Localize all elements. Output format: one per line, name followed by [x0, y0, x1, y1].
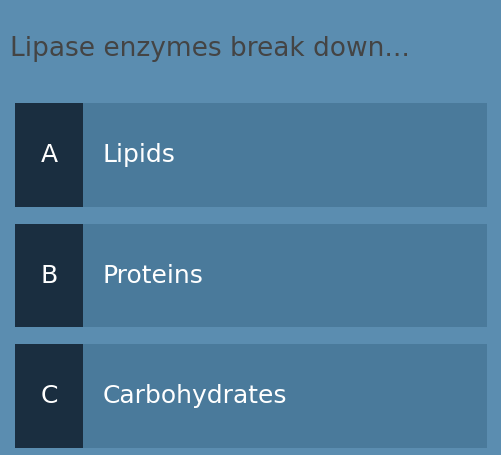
Text: Carbohydrates: Carbohydrates — [103, 384, 287, 408]
FancyBboxPatch shape — [15, 103, 486, 207]
Text: Lipids: Lipids — [103, 143, 175, 167]
FancyBboxPatch shape — [15, 224, 83, 328]
Text: B: B — [40, 263, 58, 288]
Text: Proteins: Proteins — [103, 263, 203, 288]
Text: C: C — [40, 384, 58, 408]
FancyBboxPatch shape — [15, 224, 486, 328]
FancyBboxPatch shape — [15, 103, 83, 207]
FancyBboxPatch shape — [15, 344, 486, 448]
Text: A: A — [40, 143, 58, 167]
FancyBboxPatch shape — [15, 344, 83, 448]
Text: Lipase enzymes break down...: Lipase enzymes break down... — [10, 36, 409, 62]
